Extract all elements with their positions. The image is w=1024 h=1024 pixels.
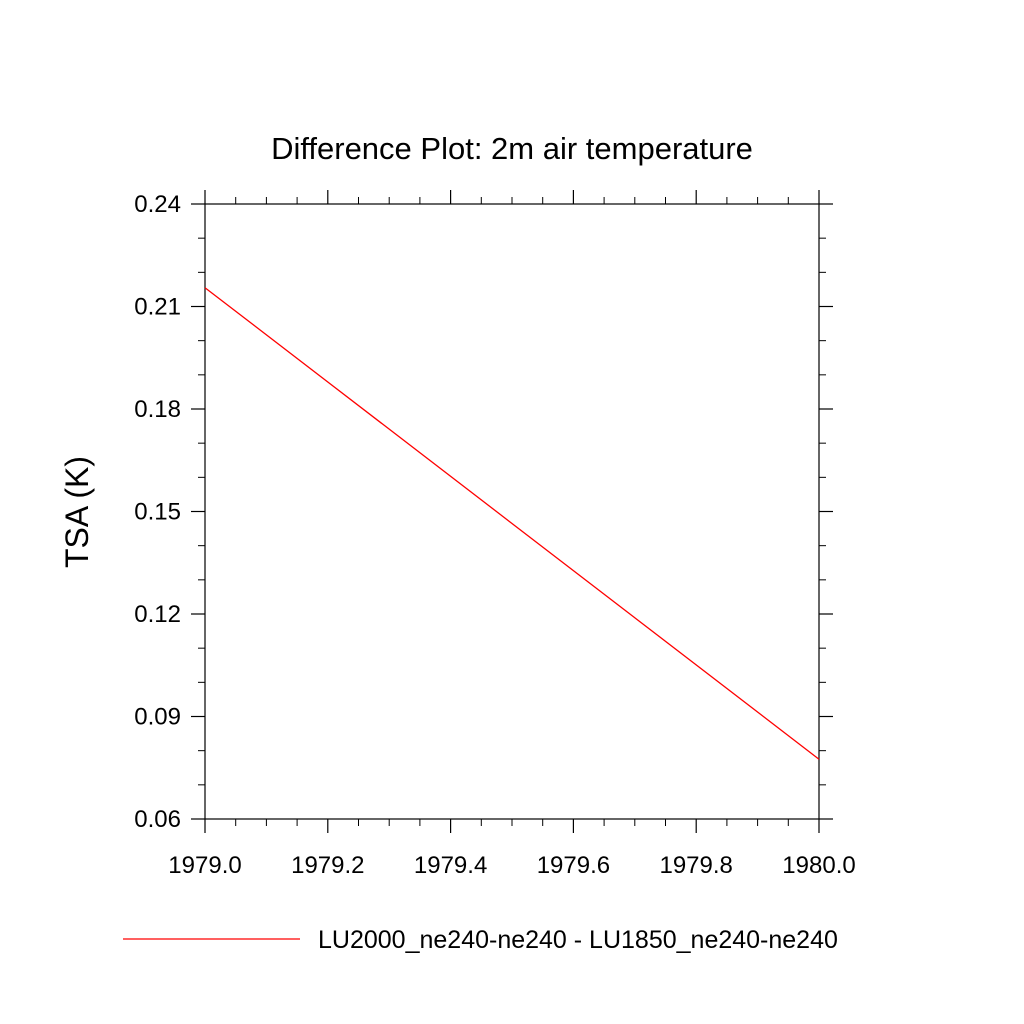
y-tick-label: 0.18: [134, 396, 181, 423]
plot-border: [204, 203, 820, 820]
x-tick-label: 1979.8: [659, 852, 732, 879]
y-tick-label: 0.09: [134, 704, 181, 731]
plot-frame: [204, 203, 820, 820]
y-axis-ticks: 0.06 0.09 0.12 0.15 0.18 0.21 0.24: [134, 191, 833, 833]
series-line: [204, 287, 820, 760]
x-tick-label: 1979.6: [537, 852, 610, 879]
x-tick-label: 1979.0: [168, 852, 241, 879]
chart-title: Difference Plot: 2m air temperature: [271, 131, 753, 166]
legend-label: LU2000_ne240-ne240 - LU1850_ne240-ne240: [318, 926, 838, 954]
y-tick-label: 0.15: [134, 499, 181, 526]
y-tick-label: 0.24: [134, 191, 181, 218]
legend: LU2000_ne240-ne240 - LU1850_ne240-ne240: [123, 926, 838, 954]
y-tick-label: 0.06: [134, 806, 181, 833]
x-axis-ticks: 1979.0 1979.2 1979.4 1979.6 1979.8 1980.0: [168, 190, 856, 879]
x-tick-label: 1980.0: [782, 852, 855, 879]
x-tick-label: 1979.2: [291, 852, 364, 879]
y-axis-label: TSA (K): [59, 456, 95, 568]
x-tick-label: 1979.4: [414, 852, 487, 879]
y-tick-label: 0.12: [134, 601, 181, 628]
y-tick-label: 0.21: [134, 294, 181, 321]
series-layer: [204, 287, 820, 760]
